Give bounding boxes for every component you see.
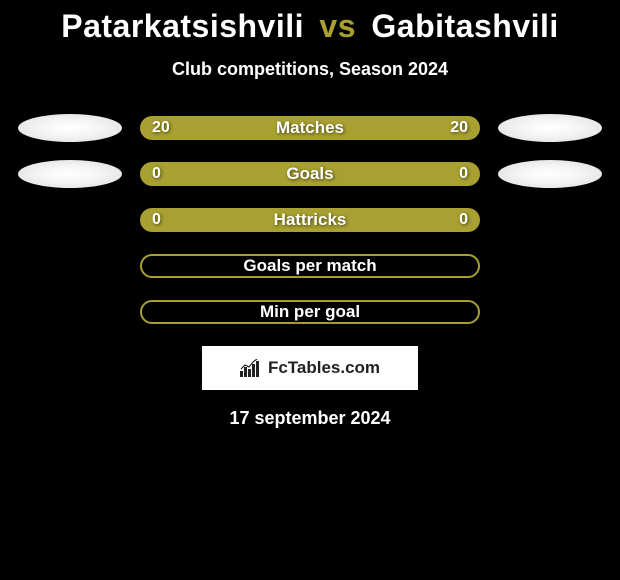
stat-label: Goals	[286, 164, 333, 184]
avatar-placeholder-icon	[498, 114, 602, 142]
page-title: Patarkatsishvili vs Gabitashvili	[0, 8, 620, 45]
vs-label: vs	[319, 8, 356, 44]
player2-photo	[498, 114, 602, 142]
avatar-placeholder-icon	[498, 160, 602, 188]
brand-text: FcTables.com	[268, 358, 380, 378]
stat-row: 20 Matches 20	[0, 116, 620, 140]
stat-value-left: 0	[152, 211, 161, 229]
stat-value-right: 20	[450, 119, 468, 137]
comparison-card: Patarkatsishvili vs Gabitashvili Club co…	[0, 0, 620, 429]
stat-row: Goals per match	[0, 254, 620, 278]
avatar-placeholder-icon	[18, 160, 122, 188]
date-label: 17 september 2024	[0, 408, 620, 429]
stat-bar: 0 Goals 0	[140, 162, 480, 186]
player2-name: Gabitashvili	[371, 8, 558, 44]
stat-value-right: 0	[459, 165, 468, 183]
stat-value-left: 20	[152, 119, 170, 137]
stat-label: Hattricks	[274, 210, 347, 230]
player1-name: Patarkatsishvili	[61, 8, 304, 44]
stat-value-left: 0	[152, 165, 161, 183]
stat-bar: 0 Hattricks 0	[140, 208, 480, 232]
stat-row: 0 Hattricks 0	[0, 208, 620, 232]
bar-chart-icon	[240, 359, 262, 377]
stat-row: Min per goal	[0, 300, 620, 324]
player1-photo	[18, 160, 122, 188]
player2-photo	[498, 160, 602, 188]
subtitle: Club competitions, Season 2024	[0, 59, 620, 80]
stat-bar: Goals per match	[140, 254, 480, 278]
avatar-placeholder-icon	[18, 114, 122, 142]
stat-value-right: 0	[459, 211, 468, 229]
stat-label: Min per goal	[260, 302, 360, 322]
player1-photo	[18, 114, 122, 142]
stat-label: Goals per match	[243, 256, 376, 276]
brand-badge[interactable]: FcTables.com	[202, 346, 418, 390]
stat-label: Matches	[276, 118, 344, 138]
stat-bar: Min per goal	[140, 300, 480, 324]
stat-bar: 20 Matches 20	[140, 116, 480, 140]
stat-row: 0 Goals 0	[0, 162, 620, 186]
